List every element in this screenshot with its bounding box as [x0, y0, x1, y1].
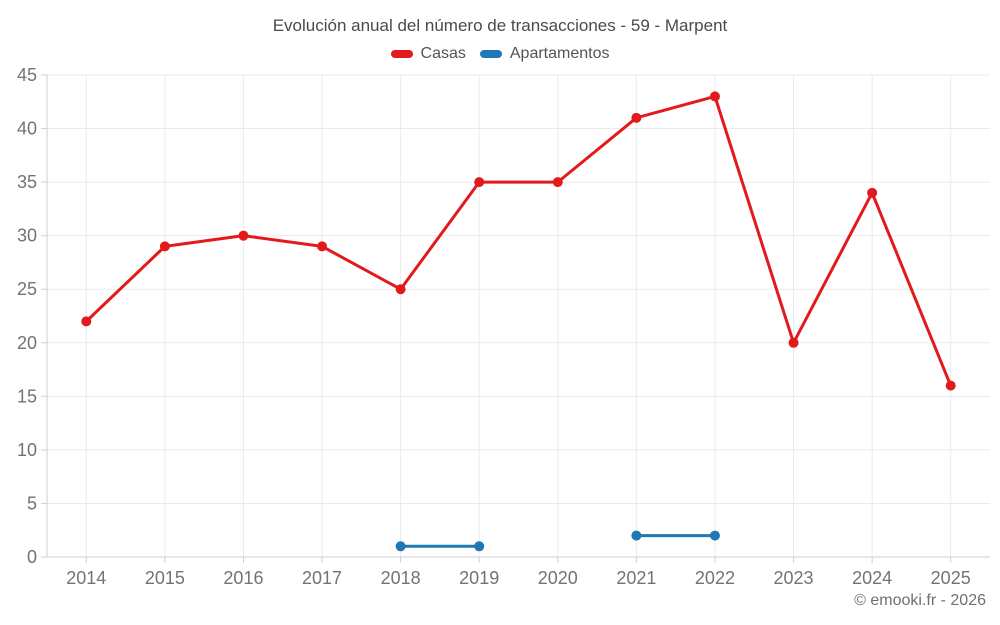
- x-tick-label: 2017: [302, 568, 342, 588]
- legend-item-casas[interactable]: Casas: [390, 45, 466, 63]
- x-tick-label: 2019: [459, 568, 499, 588]
- x-tick-label: 2014: [66, 568, 106, 588]
- y-tick-label: 20: [17, 333, 37, 353]
- data-point-casas-2014[interactable]: [81, 316, 92, 327]
- legend-label-apartamentos: Apartamentos: [509, 45, 610, 62]
- legend-item-apartamentos[interactable]: Apartamentos: [479, 45, 610, 63]
- y-tick-label: 25: [17, 279, 37, 299]
- data-point-apartamentos-2019[interactable]: [474, 541, 485, 552]
- y-tick-label: 45: [17, 65, 37, 85]
- data-point-casas-2021[interactable]: [631, 112, 642, 123]
- legend-label-casas: Casas: [420, 45, 466, 62]
- legend-swatch-apartamentos-icon: [479, 50, 502, 58]
- data-point-casas-2020[interactable]: [552, 177, 563, 188]
- series-line-casas: [84, 94, 953, 388]
- y-tick-label: 35: [17, 172, 37, 192]
- y-tick-label: 40: [17, 119, 37, 139]
- data-point-apartamentos-2021[interactable]: [631, 530, 642, 541]
- data-point-apartamentos-2018[interactable]: [395, 541, 406, 552]
- x-tick-label: 2015: [145, 568, 185, 588]
- legend-swatch-casas-icon: [390, 50, 413, 58]
- x-tick-label: 2025: [931, 568, 971, 588]
- y-tick-label: 30: [17, 226, 37, 246]
- x-tick-label: 2022: [695, 568, 735, 588]
- y-tick-label: 15: [17, 386, 37, 406]
- copyright-text: © emooki.fr - 2026: [854, 592, 986, 609]
- y-tick-label: 0: [27, 547, 37, 567]
- y-tick-label: 10: [17, 440, 37, 460]
- data-point-casas-2025[interactable]: [945, 380, 956, 391]
- x-tick-label: 2020: [538, 568, 578, 588]
- data-point-casas-2016[interactable]: [238, 230, 249, 241]
- x-tick-label: 2016: [223, 568, 263, 588]
- data-point-casas-2015[interactable]: [159, 241, 170, 252]
- x-tick-label: 2023: [774, 568, 814, 588]
- data-point-casas-2019[interactable]: [474, 177, 485, 188]
- data-point-casas-2024[interactable]: [867, 187, 878, 198]
- x-tick-label: 2018: [381, 568, 421, 588]
- data-point-casas-2017[interactable]: [317, 241, 328, 252]
- chart-title: Evolución anual del número de transaccio…: [272, 16, 728, 35]
- x-tick-label: 2024: [852, 568, 892, 588]
- data-point-casas-2023[interactable]: [788, 337, 799, 348]
- x-tick-label: 2021: [616, 568, 656, 588]
- legend: Casas Apartamentos: [0, 45, 1000, 63]
- data-point-apartamentos-2022[interactable]: [709, 530, 720, 541]
- data-point-casas-2018[interactable]: [395, 284, 406, 295]
- y-tick-label: 5: [27, 493, 37, 513]
- data-point-casas-2022[interactable]: [709, 91, 720, 102]
